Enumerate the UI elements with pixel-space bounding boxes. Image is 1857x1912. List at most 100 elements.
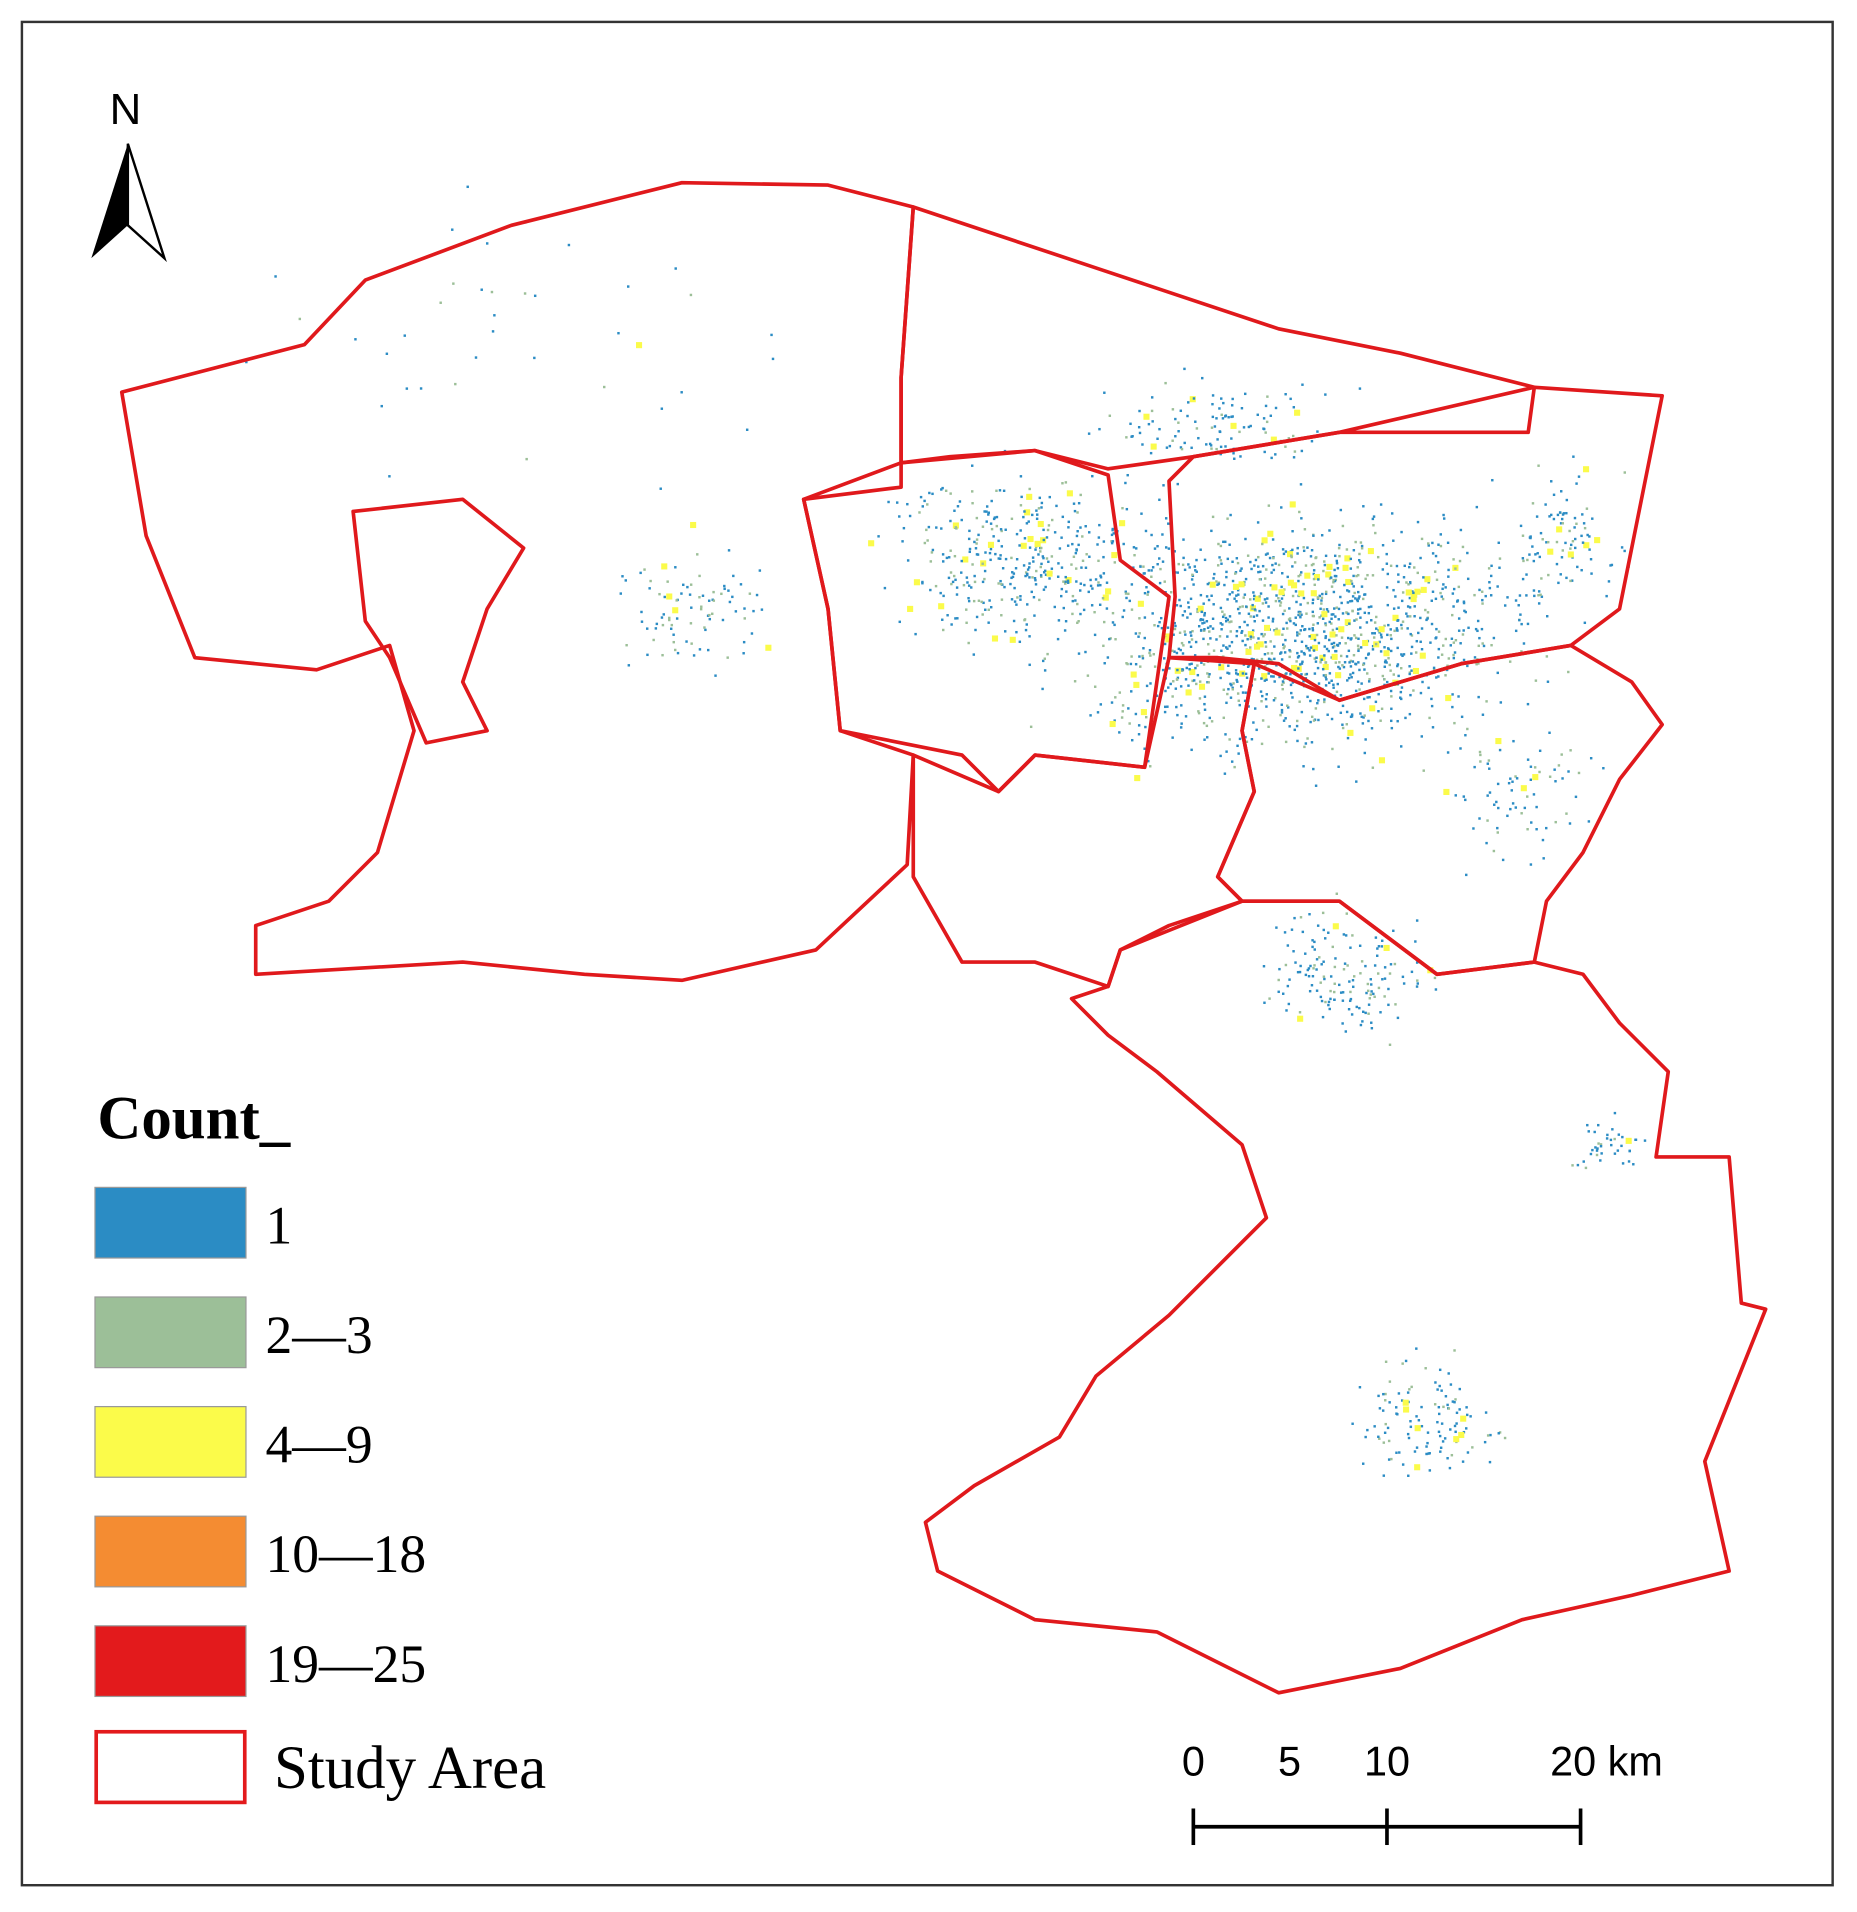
point <box>1056 637 1060 641</box>
legend-label: 19—25 <box>265 1634 426 1694</box>
point <box>1424 608 1427 612</box>
point <box>1192 397 1196 400</box>
point <box>1343 661 1347 664</box>
point <box>1439 533 1443 536</box>
point <box>1399 690 1403 694</box>
point <box>1529 778 1532 781</box>
point <box>388 475 391 478</box>
point <box>1244 537 1247 541</box>
point <box>1163 580 1166 583</box>
point <box>1303 653 1306 656</box>
point <box>941 618 944 621</box>
point <box>1420 648 1424 651</box>
point <box>1028 576 1031 579</box>
point <box>1207 675 1211 678</box>
point <box>1510 789 1513 792</box>
point <box>983 577 986 581</box>
point <box>1313 657 1316 660</box>
point <box>1292 406 1296 409</box>
point <box>1599 1145 1603 1148</box>
point <box>1364 738 1367 741</box>
point <box>1623 549 1626 553</box>
point <box>1643 1139 1647 1142</box>
point <box>1331 646 1335 649</box>
point <box>1362 505 1365 508</box>
point <box>1096 543 1099 546</box>
point <box>1349 946 1352 949</box>
point <box>1481 602 1484 605</box>
point <box>1448 1466 1452 1470</box>
point <box>1290 555 1293 559</box>
point <box>1296 634 1299 637</box>
point <box>999 554 1002 557</box>
point <box>1589 558 1593 561</box>
point <box>1266 597 1269 600</box>
point <box>1496 831 1499 834</box>
point <box>1433 976 1437 980</box>
point <box>1359 626 1362 629</box>
point <box>1086 674 1090 677</box>
point <box>1261 602 1265 605</box>
point <box>648 587 651 590</box>
point <box>1039 565 1042 569</box>
point <box>1296 631 1299 634</box>
point <box>1334 574 1338 578</box>
point <box>1307 974 1311 978</box>
point <box>1572 455 1575 458</box>
point <box>1509 807 1512 811</box>
point <box>1328 529 1331 532</box>
point <box>1279 601 1283 604</box>
point <box>689 583 693 586</box>
point <box>1308 635 1311 638</box>
point <box>1389 564 1393 568</box>
point <box>1283 931 1287 934</box>
point <box>1255 728 1258 732</box>
point <box>992 535 995 538</box>
point <box>625 643 628 647</box>
point <box>619 592 623 595</box>
point <box>1040 562 1043 566</box>
point <box>1236 588 1240 592</box>
point <box>1476 629 1479 633</box>
point <box>1099 583 1102 587</box>
point <box>1261 537 1268 544</box>
point <box>1300 640 1304 644</box>
point <box>1409 1419 1412 1423</box>
point <box>1261 564 1265 568</box>
point <box>1522 642 1526 645</box>
point <box>1498 566 1501 569</box>
point <box>1189 597 1193 601</box>
point <box>1376 972 1380 975</box>
point <box>1306 695 1309 699</box>
point <box>1281 633 1284 636</box>
point <box>954 617 957 620</box>
point <box>1088 531 1091 534</box>
point <box>1113 623 1116 627</box>
point <box>1232 583 1240 590</box>
point <box>1454 1430 1457 1434</box>
point <box>1557 764 1561 767</box>
point <box>1415 961 1419 964</box>
point <box>1330 679 1333 682</box>
point <box>1287 1002 1291 1006</box>
point <box>949 571 953 574</box>
point <box>1632 1163 1635 1166</box>
point <box>1076 602 1079 606</box>
point <box>1595 1153 1599 1157</box>
point <box>1291 664 1298 672</box>
point <box>1240 629 1244 633</box>
point <box>1141 657 1145 660</box>
point <box>1344 619 1351 626</box>
point <box>991 635 999 642</box>
point <box>1133 681 1140 688</box>
point <box>1605 594 1608 598</box>
point <box>1130 583 1134 586</box>
point <box>1347 729 1354 736</box>
point <box>1314 556 1318 559</box>
point <box>1193 654 1197 657</box>
point <box>1328 620 1331 624</box>
point <box>1594 1146 1597 1149</box>
point <box>1211 394 1215 397</box>
point <box>1354 662 1358 666</box>
point <box>1265 705 1268 708</box>
